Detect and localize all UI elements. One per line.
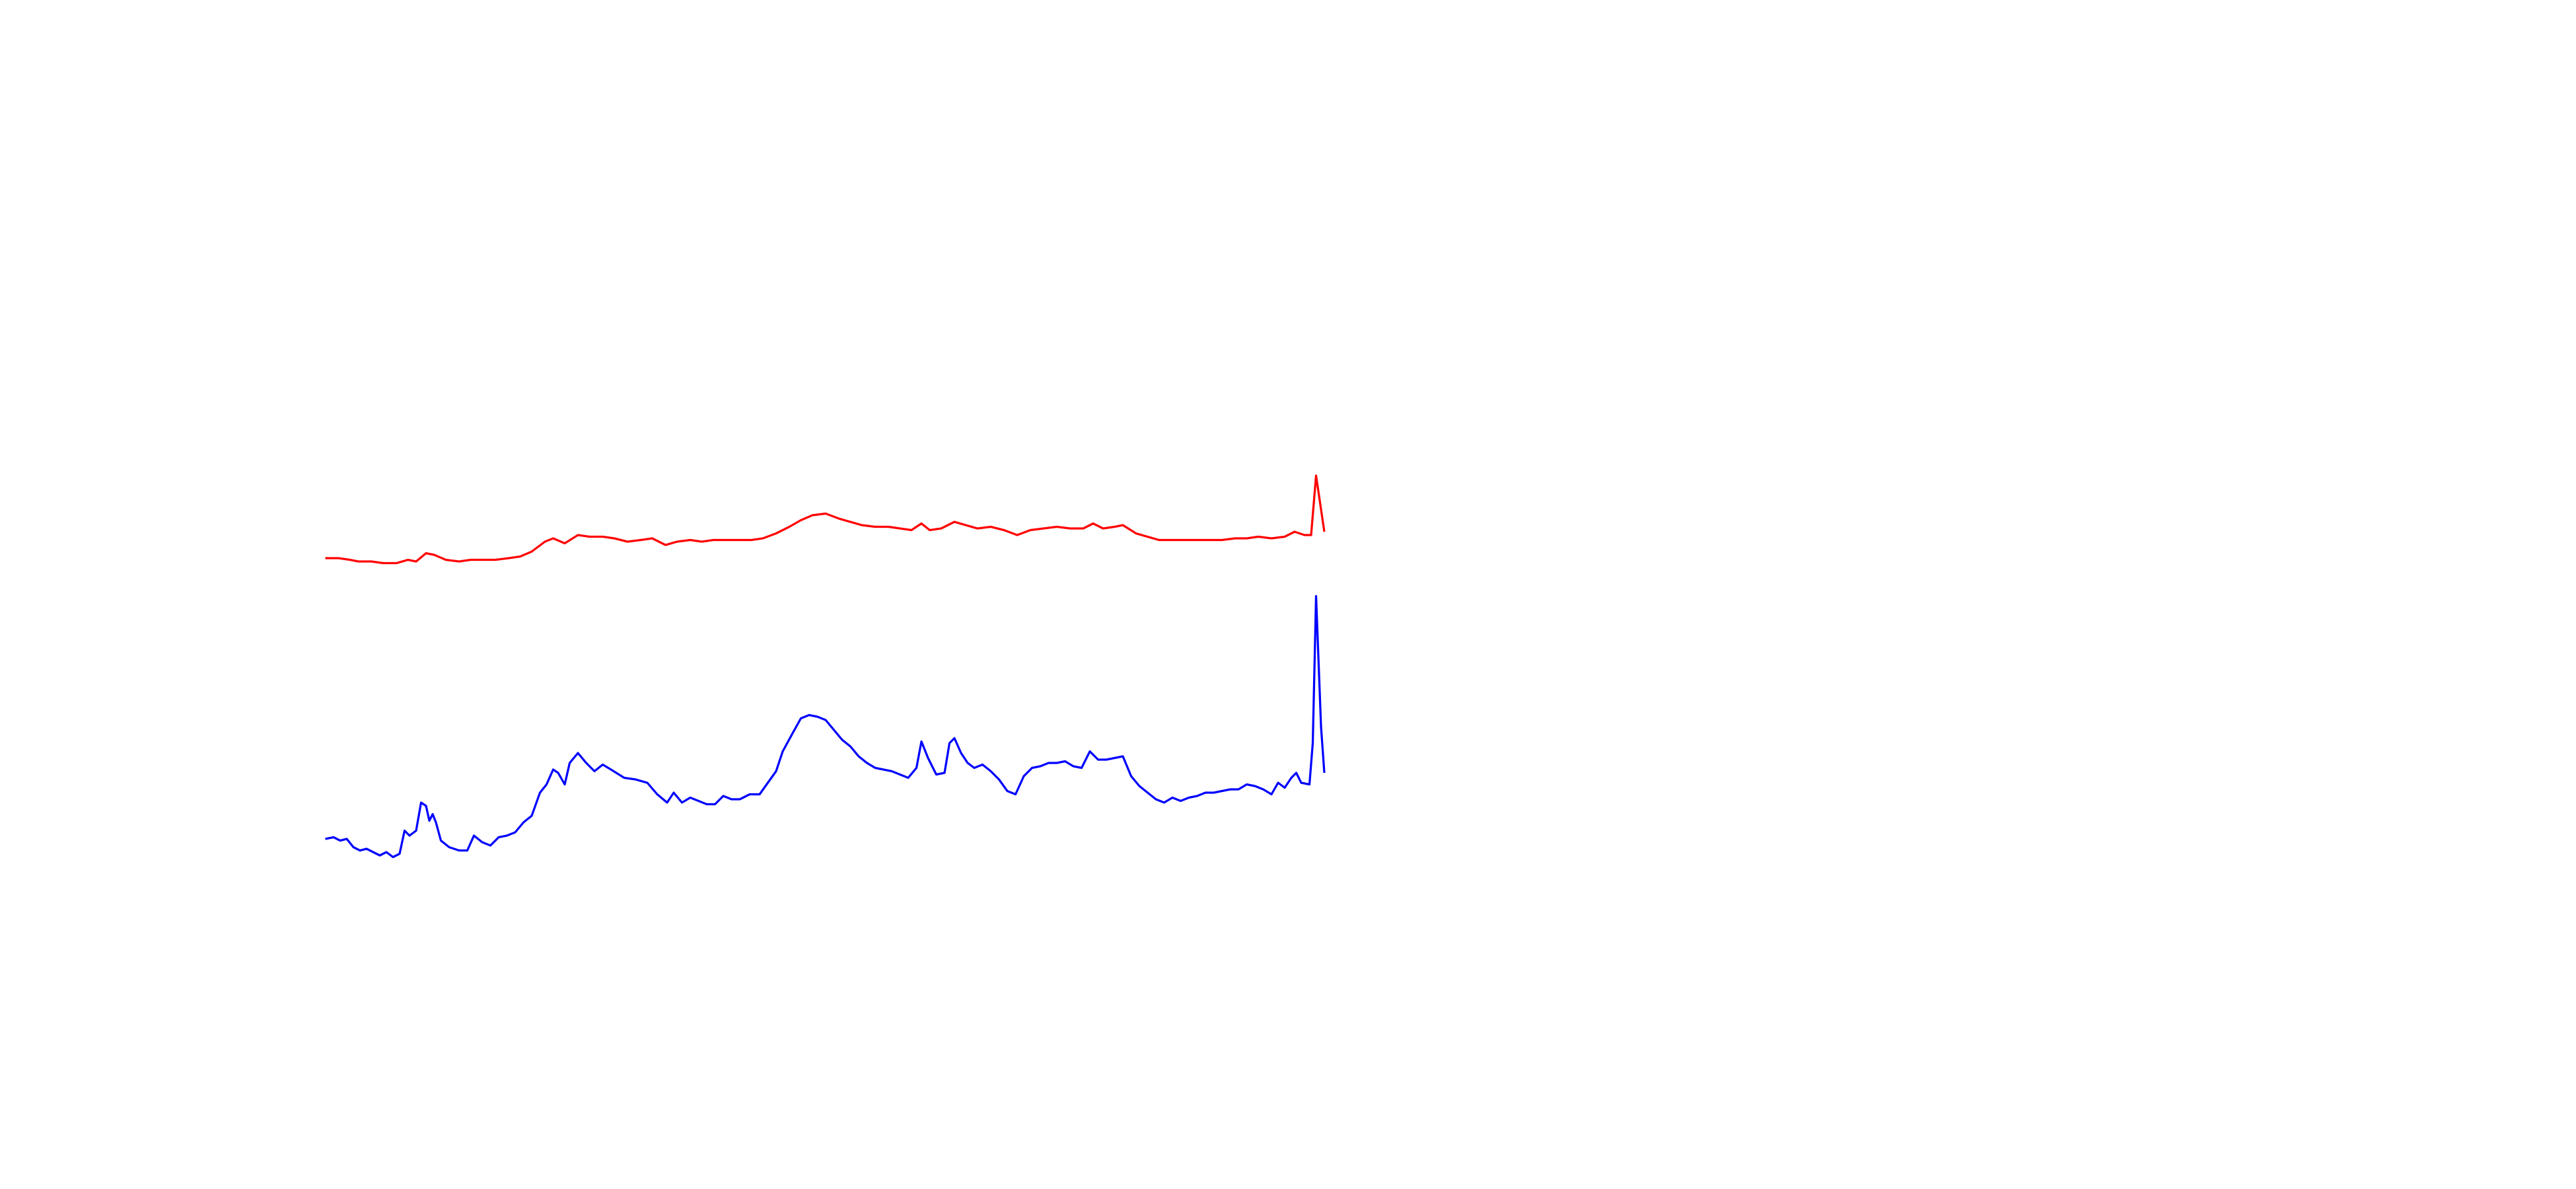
line-series [325,594,1326,859]
line-series [325,474,1326,565]
